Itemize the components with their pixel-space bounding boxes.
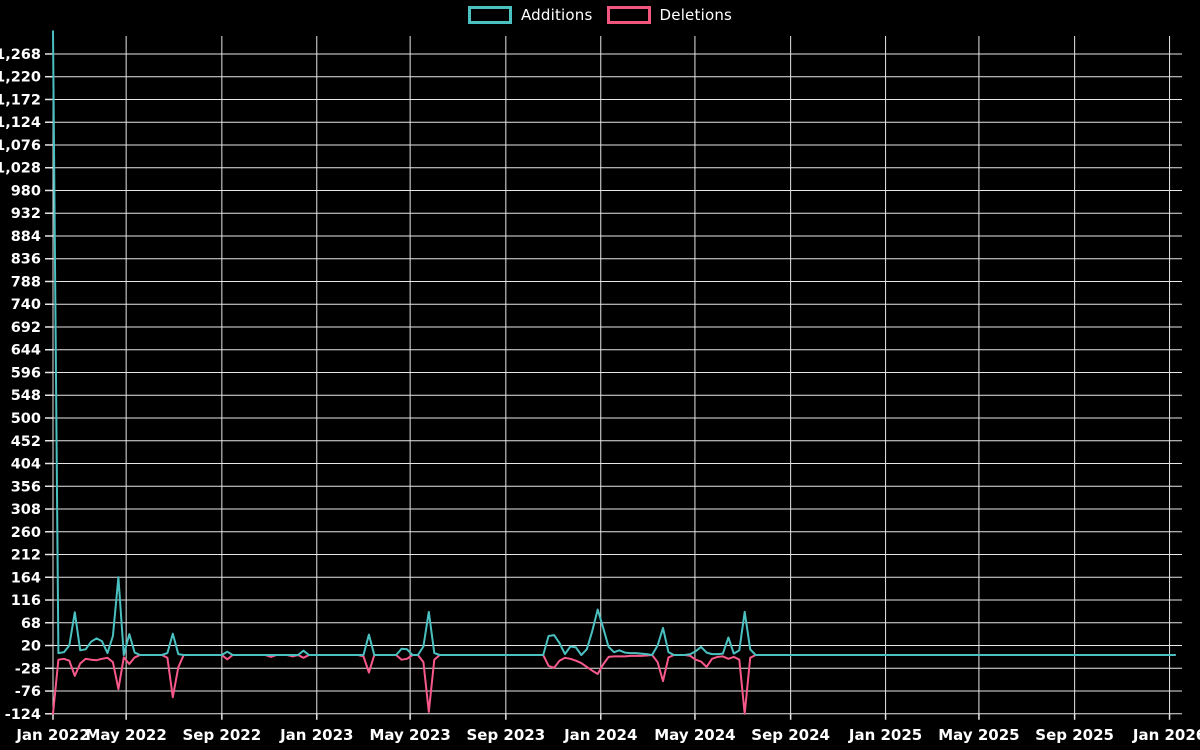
y-tick-label: 164 xyxy=(11,570,41,586)
deletions-swatch-icon xyxy=(606,6,651,24)
y-tick-label: 500 xyxy=(11,411,41,427)
y-tick-label: 308 xyxy=(11,502,41,518)
legend-item-deletions[interactable]: Deletions xyxy=(606,6,733,24)
y-tick-label: -124 xyxy=(5,707,41,723)
y-tick-label: 1,028 xyxy=(0,161,41,177)
x-tick-label: Jan 2026 xyxy=(1132,726,1200,744)
x-tick-label: Jan 2024 xyxy=(563,726,637,744)
x-tick-label: May 2023 xyxy=(369,726,450,744)
x-tick-label: May 2025 xyxy=(938,726,1019,744)
chart-legend: Additions Deletions xyxy=(0,6,1200,24)
x-tick-label: Sep 2024 xyxy=(751,726,830,744)
series-line-deletions xyxy=(52,654,1176,715)
x-tick-label: Jan 2022 xyxy=(15,726,89,744)
y-tick-label: 68 xyxy=(21,616,41,632)
y-tick-label: -28 xyxy=(15,661,41,677)
y-tick-label: 116 xyxy=(11,593,41,609)
y-tick-label: 548 xyxy=(11,388,41,404)
x-tick-label: Sep 2023 xyxy=(466,726,545,744)
y-tick-label: 980 xyxy=(11,183,41,199)
y-tick-label: 1,124 xyxy=(0,115,41,131)
x-tick-label: Jan 2025 xyxy=(848,726,922,744)
y-tick-label: 212 xyxy=(11,548,41,564)
y-tick-label: 1,220 xyxy=(0,70,41,86)
y-tick-label: 404 xyxy=(11,457,41,473)
series-line-additions xyxy=(52,30,1176,656)
y-tick-label: 1,076 xyxy=(0,138,41,154)
y-tick-label: 452 xyxy=(11,434,41,450)
y-tick-label: -76 xyxy=(15,684,41,700)
x-tick-label: May 2024 xyxy=(654,726,735,744)
x-tick-label: Sep 2025 xyxy=(1035,726,1114,744)
additions-swatch-icon xyxy=(467,6,512,24)
legend-label-deletions: Deletions xyxy=(659,6,733,24)
y-tick-label: 356 xyxy=(11,479,41,495)
legend-item-additions[interactable]: Additions xyxy=(467,6,593,24)
x-tick-label: Sep 2022 xyxy=(183,726,262,744)
y-tick-label: 1,172 xyxy=(0,92,41,108)
y-tick-label: 596 xyxy=(11,365,41,381)
y-tick-label: 1,268 xyxy=(0,47,41,63)
y-tick-label: 884 xyxy=(11,229,41,245)
x-tick-label: May 2022 xyxy=(85,726,166,744)
y-tick-label: 740 xyxy=(11,297,41,313)
legend-label-additions: Additions xyxy=(520,6,593,24)
y-tick-label: 932 xyxy=(11,206,41,222)
y-tick-label: 692 xyxy=(11,320,41,336)
y-tick-label: 836 xyxy=(11,252,41,268)
y-tick-label: 260 xyxy=(11,525,41,541)
y-tick-label: 644 xyxy=(11,343,41,359)
x-tick-label: Jan 2023 xyxy=(279,726,353,744)
y-tick-label: 20 xyxy=(21,639,41,655)
y-tick-label: 788 xyxy=(11,274,41,290)
